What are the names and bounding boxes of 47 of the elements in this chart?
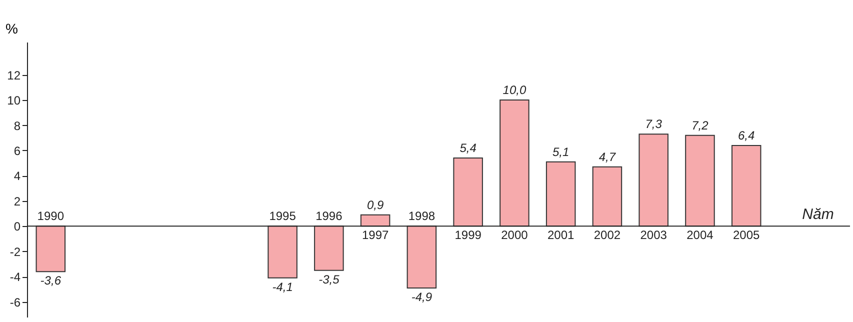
x-tick-label: 1999 bbox=[454, 228, 482, 242]
y-tick-label: 0 bbox=[14, 220, 21, 234]
x-tick-label: 2001 bbox=[547, 228, 574, 242]
bar bbox=[546, 161, 576, 227]
x-tick-label: 2002 bbox=[594, 228, 621, 242]
x-tick-label: 1998 bbox=[408, 209, 436, 224]
bar bbox=[406, 226, 437, 288]
x-tick-label: 1996 bbox=[316, 209, 343, 224]
data-label: -3,5 bbox=[318, 272, 340, 286]
bar bbox=[685, 134, 715, 227]
y-tick-label: 8 bbox=[14, 118, 21, 133]
x-tick-label: 1995 bbox=[269, 209, 296, 224]
x-tick-label: 1997 bbox=[362, 228, 389, 242]
y-axis-title: % bbox=[6, 20, 18, 36]
data-label: -4,9 bbox=[411, 290, 432, 304]
y-tick-label: -2 bbox=[10, 244, 21, 259]
y-tick-label: -4 bbox=[10, 270, 21, 284]
data-label: 5,1 bbox=[552, 144, 570, 159]
data-label: -4,1 bbox=[272, 280, 293, 294]
data-label: 5,4 bbox=[460, 141, 477, 156]
bar bbox=[500, 100, 530, 227]
x-tick-label: 2004 bbox=[686, 228, 714, 242]
y-tick-label: -6 bbox=[10, 295, 21, 310]
bar bbox=[592, 166, 622, 227]
data-label: 0,9 bbox=[366, 198, 384, 212]
bar bbox=[268, 226, 298, 278]
data-label: 10,0 bbox=[502, 83, 526, 98]
bar bbox=[638, 134, 668, 227]
y-tick-label: 6 bbox=[14, 144, 21, 158]
x-tick-label: 2003 bbox=[640, 228, 668, 242]
x-axis-title: Năm bbox=[802, 206, 834, 224]
bar bbox=[453, 158, 483, 227]
y-tick-label: 2 bbox=[14, 194, 21, 208]
x-tick-label: 1990 bbox=[37, 209, 64, 224]
y-tick-label: 4 bbox=[14, 169, 21, 184]
x-tick-label: 2000 bbox=[501, 228, 528, 242]
bar bbox=[731, 144, 762, 227]
data-label: -3,6 bbox=[40, 274, 62, 288]
y-tick-label: 10 bbox=[7, 94, 21, 108]
data-label: 7,3 bbox=[645, 117, 662, 132]
bar bbox=[36, 226, 66, 272]
data-label: 7,2 bbox=[692, 118, 709, 132]
y-tick-label: 12 bbox=[7, 68, 21, 82]
bar bbox=[314, 226, 344, 271]
x-tick-label: 2005 bbox=[732, 228, 760, 242]
data-label: 6,4 bbox=[738, 128, 756, 142]
data-label: 4,7 bbox=[598, 150, 617, 164]
